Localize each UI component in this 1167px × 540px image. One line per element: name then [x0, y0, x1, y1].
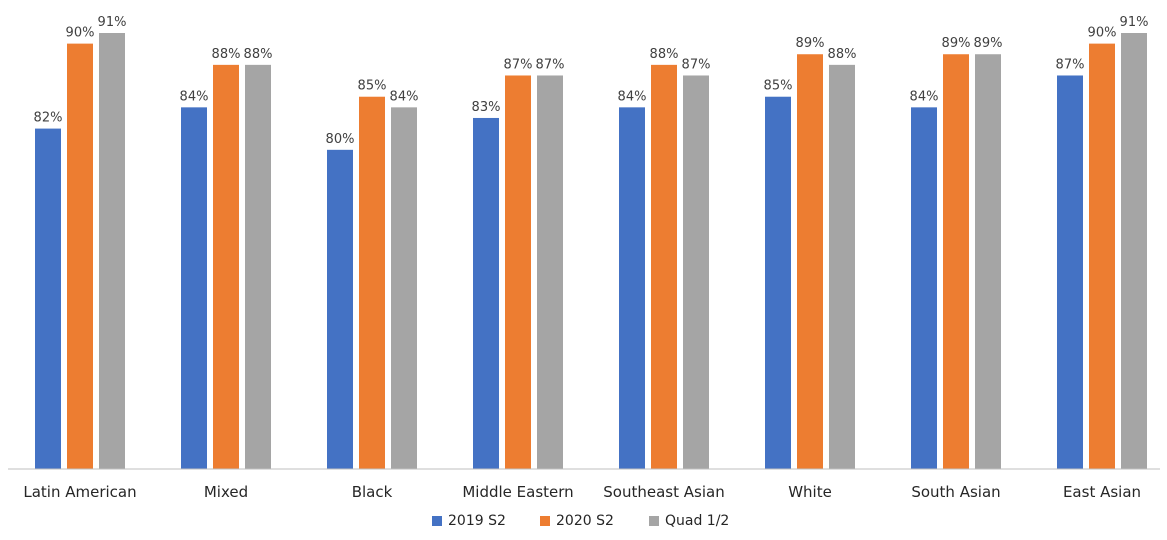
bar-black-2020-s2	[359, 96, 385, 469]
category-label-southeast-asian: Southeast Asian	[603, 483, 724, 501]
value-label-black-2020-s2: 85%	[358, 79, 387, 94]
value-label-east-asian-quad-1-2: 91%	[1120, 15, 1149, 30]
bar-middle-eastern-quad-1-2	[537, 75, 563, 469]
bar-white-quad-1-2	[829, 64, 855, 470]
value-label-southeast-asian-2020-s2: 88%	[650, 47, 679, 62]
value-label-south-asian-quad-1-2: 89%	[974, 36, 1003, 51]
value-label-south-asian-2020-s2: 89%	[942, 36, 971, 51]
value-label-latin-american-2020-s2: 90%	[66, 26, 95, 41]
bar-east-asian-2020-s2	[1089, 43, 1115, 470]
bar-south-asian-2019-s2	[911, 107, 937, 469]
value-label-middle-eastern-2020-s2: 87%	[504, 57, 533, 72]
value-label-middle-eastern-2019-s2: 83%	[472, 100, 501, 115]
value-label-latin-american-2019-s2: 82%	[34, 111, 63, 126]
value-label-south-asian-2019-s2: 84%	[910, 89, 939, 104]
legend-label-2020-s2: 2020 S2	[556, 513, 614, 529]
category-label-white: White	[788, 483, 832, 501]
value-label-mixed-2020-s2: 88%	[212, 47, 241, 62]
bar-latin-american-quad-1-2	[99, 33, 125, 469]
legend: 2019 S2 2020 S2 Quad 1/2	[432, 513, 729, 529]
category-label-mixed: Mixed	[204, 483, 248, 501]
value-label-east-asian-2019-s2: 87%	[1056, 57, 1085, 72]
legend-label-2019-s2: 2019 S2	[448, 513, 506, 529]
bar-middle-eastern-2019-s2	[473, 117, 499, 470]
legend-swatch-2020-s2	[540, 516, 550, 526]
bar-mixed-2020-s2	[213, 64, 239, 470]
value-label-black-quad-1-2: 84%	[390, 89, 419, 104]
bar-southeast-asian-2020-s2	[651, 64, 677, 470]
value-label-white-2019-s2: 85%	[764, 79, 793, 94]
category-label-south-asian: South Asian	[911, 483, 1000, 501]
bar-black-quad-1-2	[391, 107, 417, 469]
value-label-mixed-quad-1-2: 88%	[244, 47, 273, 62]
bar-mixed-quad-1-2	[245, 64, 271, 470]
legend-swatch-2019-s2	[432, 516, 442, 526]
value-label-southeast-asian-2019-s2: 84%	[618, 89, 647, 104]
bar-middle-eastern-2020-s2	[505, 75, 531, 469]
bar-southeast-asian-2019-s2	[619, 107, 645, 469]
bar-south-asian-quad-1-2	[975, 54, 1001, 470]
bar-black-2019-s2	[327, 149, 353, 469]
category-label-east-asian: East Asian	[1063, 483, 1141, 501]
bar-east-asian-quad-1-2	[1121, 33, 1147, 469]
value-label-mixed-2019-s2: 84%	[180, 89, 209, 104]
bar-south-asian-2020-s2	[943, 54, 969, 470]
bars-layer	[35, 33, 1147, 470]
value-label-east-asian-2020-s2: 90%	[1088, 26, 1117, 41]
bar-latin-american-2020-s2	[67, 43, 93, 470]
value-label-white-quad-1-2: 88%	[828, 47, 857, 62]
category-label-black: Black	[352, 483, 393, 501]
category-labels-layer: Latin American Mixed Black Middle Eastern So…	[23, 483, 1141, 501]
value-label-middle-eastern-quad-1-2: 87%	[536, 57, 565, 72]
bar-mixed-2019-s2	[181, 107, 207, 469]
legend-swatch-quad-1-2	[649, 516, 659, 526]
bar-white-2019-s2	[765, 96, 791, 469]
value-label-black-2019-s2: 80%	[326, 132, 355, 147]
bar-latin-american-2019-s2	[35, 128, 61, 469]
value-label-white-2020-s2: 89%	[796, 36, 825, 51]
value-label-latin-american-quad-1-2: 91%	[98, 15, 127, 30]
bar-southeast-asian-quad-1-2	[683, 75, 709, 469]
bar-white-2020-s2	[797, 54, 823, 470]
category-label-latin-american: Latin American	[23, 483, 136, 501]
bar-east-asian-2019-s2	[1057, 75, 1083, 469]
category-label-middle-eastern: Middle Eastern	[462, 483, 573, 501]
value-labels-layer: 82%90%91%84%88% 88%80%85%84%83%87% 87%84%8…	[34, 15, 1149, 147]
legend-label-quad-1-2: Quad 1/2	[665, 513, 729, 529]
value-label-southeast-asian-quad-1-2: 87%	[682, 57, 711, 72]
